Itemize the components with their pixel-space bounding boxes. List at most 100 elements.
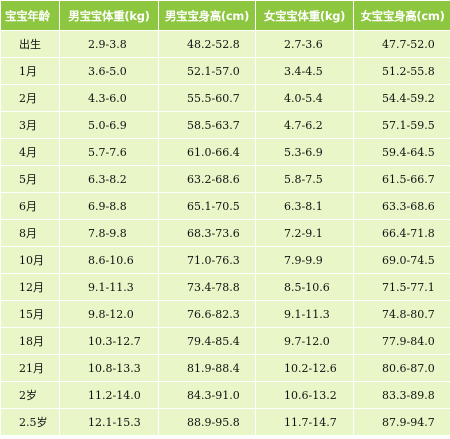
girl-height-cell: 83.3-89.8 — [353, 381, 450, 409]
table-row: 21月 10.8-13.3 81.9-88.4 10.2-12.6 80.6-87.0 — [0, 354, 450, 382]
girl-weight-cell: 2.7-3.6 — [255, 30, 354, 58]
header-boy-height: 男宝宝身高(cm) — [158, 0, 256, 31]
header-row: 宝宝年龄 男宝宝体重(kg) 男宝宝身高(cm) 女宝宝体重(kg) 女宝宝身高… — [0, 0, 450, 31]
age-cell: 1月 — [0, 57, 60, 85]
boy-weight-cell: 4.3-6.0 — [59, 84, 159, 112]
girl-weight-cell: 7.2-9.1 — [255, 219, 354, 247]
girl-height-cell: 69.0-74.5 — [353, 246, 450, 274]
boy-weight-cell: 2.9-3.8 — [59, 30, 159, 58]
boy-height-cell: 76.6-82.3 — [158, 300, 256, 328]
table-row: 12月 9.1-11.3 73.4-78.8 8.5-10.6 71.5-77.1 — [0, 273, 450, 301]
boy-height-cell: 81.9-88.4 — [158, 354, 256, 382]
age-cell: 5月 — [0, 165, 60, 193]
age-cell: 10月 — [0, 246, 60, 274]
boy-weight-cell: 6.9-8.8 — [59, 192, 159, 220]
boy-height-cell: 65.1-70.5 — [158, 192, 256, 220]
girl-height-cell: 80.6-87.0 — [353, 354, 450, 382]
boy-weight-cell: 8.6-10.6 — [59, 246, 159, 274]
boy-height-cell: 58.5-63.7 — [158, 111, 256, 139]
girl-weight-cell: 8.5-10.6 — [255, 273, 354, 301]
girl-weight-cell: 10.2-12.6 — [255, 354, 354, 382]
boy-weight-cell: 7.8-9.8 — [59, 219, 159, 247]
table-row: 2岁 11.2-14.0 84.3-91.0 10.6-13.2 83.3-89.8 — [0, 381, 450, 409]
girl-weight-cell: 3.4-4.5 — [255, 57, 354, 85]
table-row: 3月 5.0-6.9 58.5-63.7 4.7-6.2 57.1-59.5 — [0, 111, 450, 139]
header-girl-weight: 女宝宝体重(kg) — [255, 0, 354, 31]
girl-weight-cell: 4.0-5.4 — [255, 84, 354, 112]
girl-height-cell: 71.5-77.1 — [353, 273, 450, 301]
age-cell: 12月 — [0, 273, 60, 301]
girl-height-cell: 74.8-80.7 — [353, 300, 450, 328]
table-row: 出生 2.9-3.8 48.2-52.8 2.7-3.6 47.7-52.0 — [0, 30, 450, 58]
boy-height-cell: 61.0-66.4 — [158, 138, 256, 166]
girl-weight-cell: 5.8-7.5 — [255, 165, 354, 193]
boy-height-cell: 55.5-60.7 — [158, 84, 256, 112]
age-cell: 21月 — [0, 354, 60, 382]
age-cell: 4月 — [0, 138, 60, 166]
boy-weight-cell: 9.8-12.0 — [59, 300, 159, 328]
boy-weight-cell: 10.3-12.7 — [59, 327, 159, 355]
table-row: 10月 8.6-10.6 71.0-76.3 7.9-9.9 69.0-74.5 — [0, 246, 450, 274]
girl-height-cell: 61.5-66.7 — [353, 165, 450, 193]
girl-height-cell: 47.7-52.0 — [353, 30, 450, 58]
table-header: 宝宝年龄 男宝宝体重(kg) 男宝宝身高(cm) 女宝宝体重(kg) 女宝宝身高… — [0, 0, 450, 31]
boy-height-cell: 48.2-52.8 — [158, 30, 256, 58]
boy-height-cell: 73.4-78.8 — [158, 273, 256, 301]
boy-weight-cell: 9.1-11.3 — [59, 273, 159, 301]
girl-weight-cell: 5.3-6.9 — [255, 138, 354, 166]
girl-weight-cell: 9.1-11.3 — [255, 300, 354, 328]
table-row: 2月 4.3-6.0 55.5-60.7 4.0-5.4 54.4-59.2 — [0, 84, 450, 112]
header-age: 宝宝年龄 — [0, 0, 60, 31]
girl-height-cell: 77.9-84.0 — [353, 327, 450, 355]
girl-height-cell: 63.3-68.6 — [353, 192, 450, 220]
age-cell: 出生 — [0, 30, 60, 58]
girl-height-cell: 54.4-59.2 — [353, 84, 450, 112]
girl-weight-cell: 7.9-9.9 — [255, 246, 354, 274]
boy-weight-cell: 10.8-13.3 — [59, 354, 159, 382]
boy-weight-cell: 5.7-7.6 — [59, 138, 159, 166]
boy-height-cell: 88.9-95.8 — [158, 408, 256, 436]
header-boy-weight: 男宝宝体重(kg) — [59, 0, 159, 31]
boy-height-cell: 84.3-91.0 — [158, 381, 256, 409]
header-girl-height: 女宝宝身高(cm) — [353, 0, 450, 31]
boy-weight-cell: 5.0-6.9 — [59, 111, 159, 139]
girl-weight-cell: 10.6-13.2 — [255, 381, 354, 409]
boy-weight-cell: 3.6-5.0 — [59, 57, 159, 85]
girl-weight-cell: 4.7-6.2 — [255, 111, 354, 139]
age-cell: 15月 — [0, 300, 60, 328]
age-cell: 2.5岁 — [0, 408, 60, 436]
girl-height-cell: 87.9-94.7 — [353, 408, 450, 436]
age-cell: 3月 — [0, 111, 60, 139]
age-cell: 8月 — [0, 219, 60, 247]
table-row: 15月 9.8-12.0 76.6-82.3 9.1-11.3 74.8-80.7 — [0, 300, 450, 328]
table-row: 1月 3.6-5.0 52.1-57.0 3.4-4.5 51.2-55.8 — [0, 57, 450, 85]
table-row: 8月 7.8-9.8 68.3-73.6 7.2-9.1 66.4-71.8 — [0, 219, 450, 247]
boy-weight-cell: 11.2-14.0 — [59, 381, 159, 409]
table-row: 2.5岁 12.1-15.3 88.9-95.8 11.7-14.7 87.9-94.7 — [0, 408, 450, 436]
girl-weight-cell: 11.7-14.7 — [255, 408, 354, 436]
age-cell: 6月 — [0, 192, 60, 220]
table-row: 4月 5.7-7.6 61.0-66.4 5.3-6.9 59.4-64.5 — [0, 138, 450, 166]
boy-height-cell: 52.1-57.0 — [158, 57, 256, 85]
girl-height-cell: 51.2-55.8 — [353, 57, 450, 85]
boy-weight-cell: 6.3-8.2 — [59, 165, 159, 193]
age-cell: 2岁 — [0, 381, 60, 409]
girl-height-cell: 66.4-71.8 — [353, 219, 450, 247]
boy-weight-cell: 12.1-15.3 — [59, 408, 159, 436]
boy-height-cell: 68.3-73.6 — [158, 219, 256, 247]
girl-height-cell: 59.4-64.5 — [353, 138, 450, 166]
age-cell: 18月 — [0, 327, 60, 355]
boy-height-cell: 63.2-68.6 — [158, 165, 256, 193]
boy-height-cell: 79.4-85.4 — [158, 327, 256, 355]
table-row: 6月 6.9-8.8 65.1-70.5 6.3-8.1 63.3-68.6 — [0, 192, 450, 220]
girl-weight-cell: 6.3-8.1 — [255, 192, 354, 220]
girl-weight-cell: 9.7-12.0 — [255, 327, 354, 355]
table-row: 18月 10.3-12.7 79.4-85.4 9.7-12.0 77.9-84.0 — [0, 327, 450, 355]
girl-height-cell: 57.1-59.5 — [353, 111, 450, 139]
age-cell: 2月 — [0, 84, 60, 112]
table-body: 出生 2.9-3.8 48.2-52.8 2.7-3.6 47.7-52.0 1月 3.6-… — [0, 30, 450, 436]
table-row: 5月 6.3-8.2 63.2-68.6 5.8-7.5 61.5-66.7 — [0, 165, 450, 193]
boy-height-cell: 71.0-76.3 — [158, 246, 256, 274]
